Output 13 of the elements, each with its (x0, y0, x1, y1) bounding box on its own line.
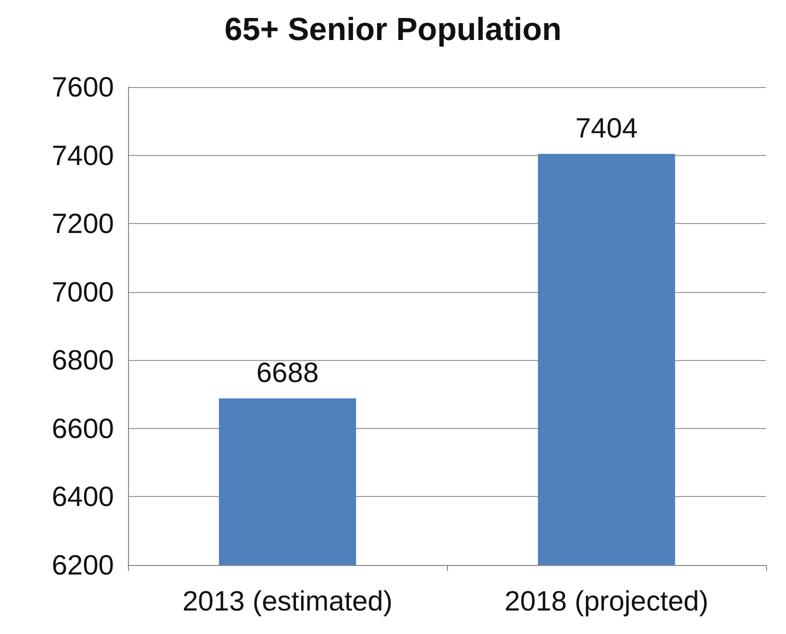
y-tick-label: 7600 (52, 72, 114, 102)
y-tick-label: 6400 (52, 481, 114, 512)
x-tick-label: 2013 (estimated) (182, 586, 393, 616)
y-tick-label: 7200 (52, 208, 114, 240)
y-tick-label: 6200 (52, 550, 114, 580)
y-tick-label: 7000 (52, 276, 114, 308)
data-label: 7404 (575, 112, 638, 144)
y-tick-label: 7400 (52, 140, 114, 171)
y-tick-label: 6800 (52, 344, 114, 376)
y-tick-label: 6600 (52, 412, 114, 444)
x-tick-label: 2018 (projected) (504, 586, 708, 616)
data-label: 6688 (256, 356, 319, 388)
chart-title: 65+ Senior Population (224, 11, 562, 47)
